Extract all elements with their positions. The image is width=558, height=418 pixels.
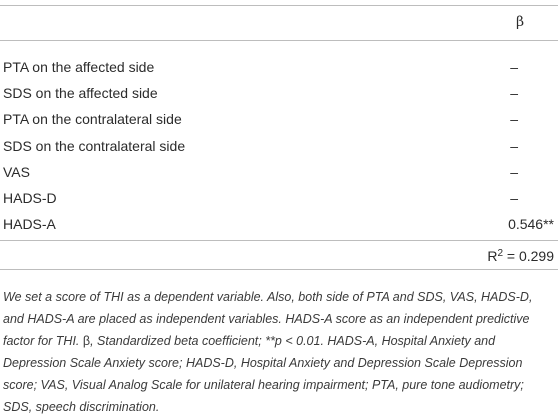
row-label: PTA on the contralateral side [3, 111, 182, 127]
table-row: PTA on the affected side – [0, 54, 558, 80]
r-squared-value: = 0.299 [503, 248, 554, 264]
table-header-rule [0, 40, 558, 41]
table-row: SDS on the contralateral side – [0, 133, 558, 159]
row-value: – [510, 111, 518, 127]
table-bottom-rule [0, 269, 558, 270]
r-squared-exponent: 2 [497, 248, 503, 259]
row-label: HADS-D [3, 190, 57, 206]
footnote-part-1: We set a score of THI as a dependent var… [3, 290, 533, 348]
row-value: – [510, 85, 518, 101]
beta-column-header: β [515, 14, 525, 30]
table-top-rule [0, 5, 558, 6]
row-value: 0.546** [508, 216, 554, 232]
table-footnote: We set a score of THI as a dependent var… [3, 286, 555, 418]
row-value: – [510, 164, 518, 180]
table-row: SDS on the affected side – [0, 80, 558, 106]
footnote-beta-symbol: β [82, 334, 91, 348]
r-squared-prefix: R [487, 248, 498, 264]
row-label: SDS on the contralateral side [3, 138, 186, 154]
row-value: – [510, 190, 518, 206]
table-row: PTA on the contralateral side – [0, 106, 558, 132]
table-row: VAS – [0, 159, 558, 185]
row-label: SDS on the affected side [3, 85, 158, 101]
row-value: – [510, 138, 518, 154]
row-label: PTA on the affected side [3, 59, 155, 75]
table-r2-rule [0, 240, 558, 241]
row-label: VAS [3, 164, 30, 180]
table-row: HADS-D – [0, 185, 558, 211]
row-value: – [510, 59, 518, 75]
table-row: HADS-A 0.546** [0, 211, 558, 237]
row-label: HADS-A [3, 216, 56, 232]
r-squared: R2 = 0.299 [487, 244, 554, 266]
